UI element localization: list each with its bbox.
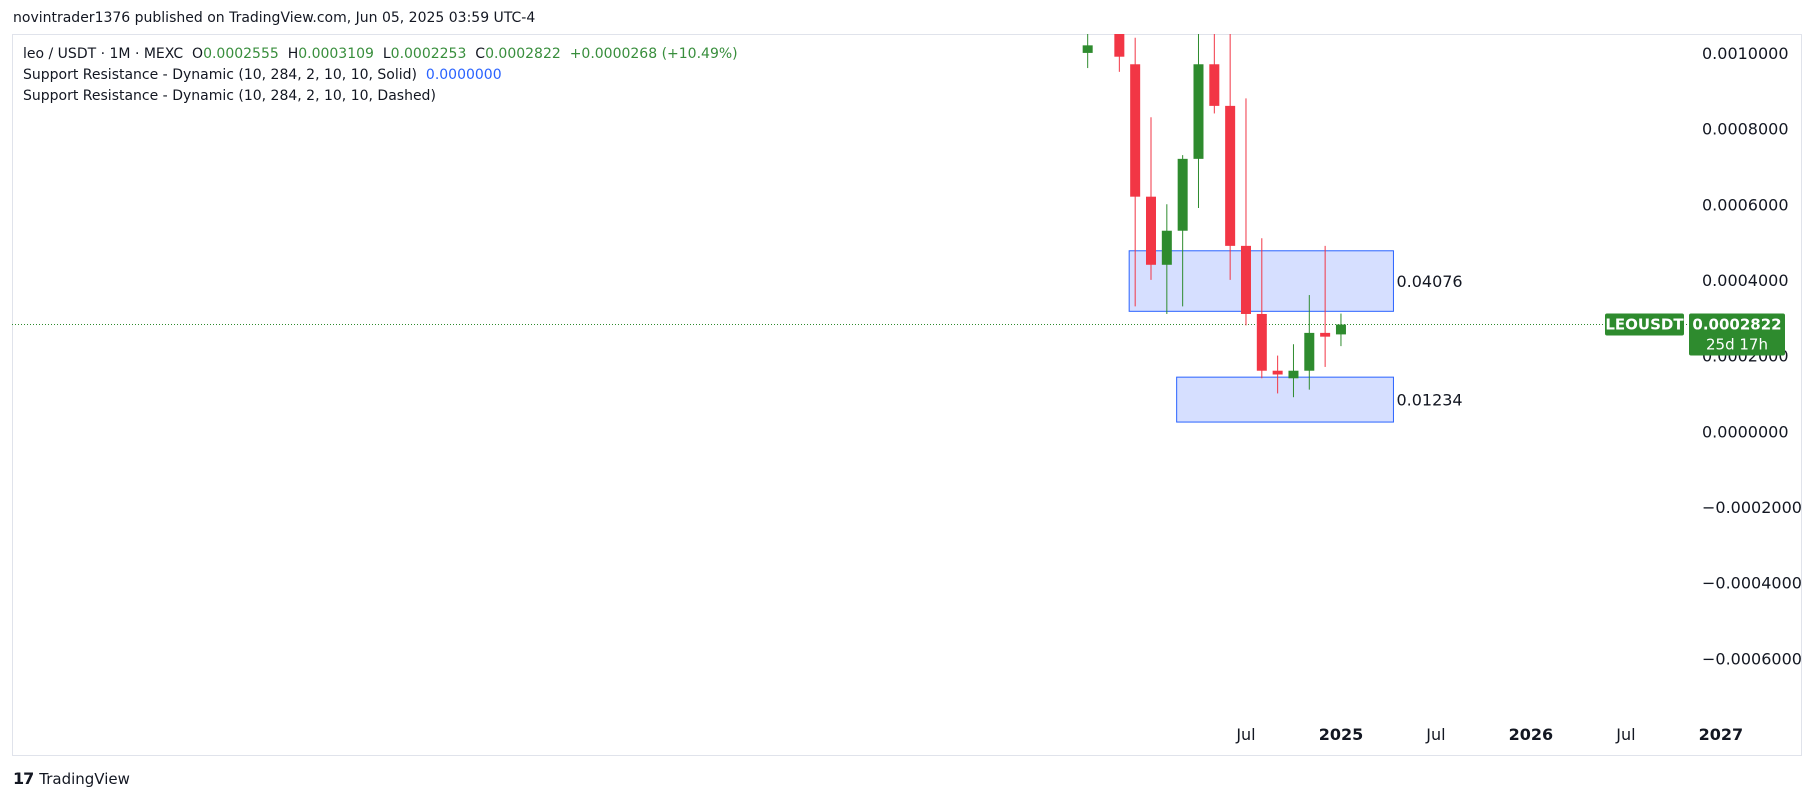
candle-4 — [1146, 117, 1156, 280]
price-tick-label: 0.0000000 — [1702, 422, 1789, 441]
price-tag-label: 0.0002822 — [1692, 315, 1781, 333]
candle-3 — [1130, 37, 1141, 307]
indicator-1-value: 0.0000000 — [425, 67, 502, 83]
candle-2 — [1114, 34, 1125, 72]
candle-body — [1256, 313, 1267, 371]
candle-body — [1082, 45, 1093, 53]
chart-legend: leo / USDT · 1M · MEXC O0.0002555 H0.000… — [23, 44, 738, 107]
footer-branding[interactable]: 17 TradingView — [13, 769, 130, 788]
candle-10 — [1240, 98, 1251, 326]
legend-high-label: H — [287, 46, 299, 62]
footer-brand: TradingView — [39, 769, 130, 788]
time-tick-label: 2026 — [1509, 725, 1554, 744]
candle-9 — [1225, 34, 1236, 280]
candle-body — [1335, 324, 1346, 335]
chart-frame[interactable] — [12, 34, 1802, 756]
price-tick-label: 0.0004000 — [1702, 271, 1789, 290]
indicator-1-label: Support Resistance - Dynamic (10, 284, 2… — [23, 67, 417, 83]
price-tag — [1689, 313, 1785, 356]
sr-zone-label-1: 0.04076 — [1396, 272, 1462, 291]
time-tick-label: 2025 — [1319, 725, 1364, 744]
candles-layer — [1082, 34, 1346, 398]
candle-1 — [1082, 34, 1093, 69]
publish-header: novintrader1376 published on TradingView… — [13, 10, 536, 26]
indicator-2-label: Support Resistance - Dynamic (10, 284, 2… — [23, 88, 436, 104]
legend-open-label: O — [192, 46, 204, 62]
tradingview-logo-icon: 17 — [13, 769, 34, 788]
legend-close-label: C — [475, 46, 486, 62]
legend-open-value: 0.0002555 — [203, 46, 279, 62]
candle-14 — [1304, 295, 1315, 390]
price-tick-label: −0.0002000 — [1702, 498, 1802, 517]
candle-7 — [1193, 34, 1204, 209]
candle-body — [1161, 230, 1172, 265]
price-tags-layer: LEOUSDT 0.0002822 25d 17h — [1605, 313, 1785, 356]
price-tick-label: 0.0008000 — [1702, 120, 1789, 139]
candle-body — [1320, 332, 1331, 337]
candle-body — [1304, 332, 1315, 371]
candle-body — [1146, 196, 1156, 265]
symbol-tag — [1605, 313, 1684, 336]
candle-body — [1288, 370, 1299, 379]
symbol-tag-label: LEOUSDT — [1605, 315, 1684, 333]
time-axis: Jul 2025 Jul 2026 Jul 2027 — [1235, 725, 1743, 744]
candle-6 — [1177, 155, 1188, 307]
candle-body — [1177, 158, 1188, 231]
price-tick-label: 0.0010000 — [1702, 44, 1789, 63]
time-tick-label: Jul — [1615, 725, 1635, 744]
legend-change: +0.0000268 (+10.49%) — [569, 46, 738, 62]
candle-8 — [1209, 34, 1220, 114]
legend-high-value: 0.0003109 — [298, 46, 374, 62]
candle-16 — [1335, 313, 1346, 347]
legend-indicator-2[interactable]: Support Resistance - Dynamic (10, 284, 2… — [23, 86, 738, 107]
zones-layer: 0.04076 0.01234 — [1128, 250, 1463, 423]
candle-13 — [1288, 344, 1299, 398]
candle-15 — [1320, 245, 1331, 367]
candle-5 — [1161, 204, 1172, 314]
legend-low-value: 0.0002253 — [390, 46, 467, 62]
price-tick-label: 0.0006000 — [1702, 195, 1789, 214]
candle-body — [1209, 64, 1220, 106]
time-tick-label: 2027 — [1699, 725, 1744, 744]
candle-body — [1193, 64, 1204, 159]
candle-body — [1130, 64, 1141, 197]
price-tick-label: −0.0006000 — [1702, 649, 1802, 668]
candlestick-chart[interactable]: 0.04076 0.01234 0.0010000 0.0008000 0.00060… — [0, 0, 1815, 760]
time-tick-label: Jul — [1235, 725, 1255, 744]
candle-body — [1225, 105, 1236, 246]
legend-indicator-1[interactable]: Support Resistance - Dynamic (10, 284, 2… — [23, 65, 738, 86]
time-tick-label: Jul — [1425, 725, 1445, 744]
candle-body — [1272, 370, 1283, 375]
legend-symbol[interactable]: leo / USDT · 1M · MEXC — [23, 46, 184, 62]
sr-zone-label-2: 0.01234 — [1396, 391, 1462, 410]
candle-11 — [1256, 238, 1267, 379]
price-tick-label: −0.0004000 — [1702, 574, 1802, 593]
legend-symbol-row: leo / USDT · 1M · MEXC O0.0002555 H0.000… — [23, 44, 738, 65]
candle-body — [1114, 34, 1125, 57]
sr-zone-2 — [1176, 376, 1394, 423]
legend-close-value: 0.0002822 — [485, 46, 561, 62]
countdown-label: 25d 17h — [1706, 335, 1768, 353]
price-axis: 0.0010000 0.0008000 0.0006000 0.0004000 0.00… — [1702, 44, 1802, 668]
legend-low-label: L — [382, 46, 391, 62]
candle-12 — [1272, 355, 1283, 394]
candle-body — [1240, 245, 1251, 314]
